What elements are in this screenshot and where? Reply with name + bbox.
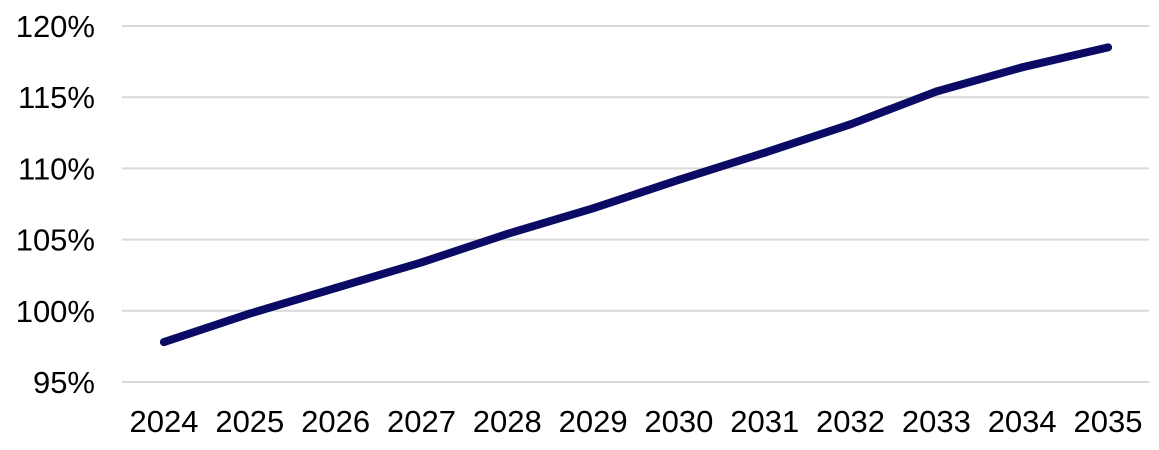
data-point-2028 — [503, 229, 512, 238]
data-point-2031 — [760, 148, 769, 157]
x-tick-label: 2033 — [902, 404, 971, 439]
y-tick-label: 100% — [16, 294, 95, 329]
gridlines — [122, 25, 1149, 383]
x-tick-label: 2034 — [988, 404, 1057, 439]
x-tick-label: 2025 — [215, 404, 284, 439]
x-tick-label: 2032 — [816, 404, 885, 439]
x-tick-label: 2028 — [473, 404, 542, 439]
data-point-2029 — [589, 204, 598, 213]
y-tick-label: 105% — [16, 223, 95, 258]
data-point-2026 — [331, 284, 340, 293]
series-line-0 — [160, 43, 1112, 347]
x-tick-label: 2030 — [644, 404, 713, 439]
data-point-2034 — [1018, 63, 1027, 72]
x-axis-tick-labels: 2024 2025 2026 2027 2028 2029 2030 2031 2032 2033… — [130, 404, 1143, 439]
x-tick-label: 2031 — [730, 404, 799, 439]
y-tick-label: 110% — [18, 151, 95, 186]
data-point-2025 — [245, 309, 254, 318]
data-point-2035 — [1104, 43, 1112, 52]
x-tick-label: 2029 — [559, 404, 628, 439]
x-tick-label: 2035 — [1074, 404, 1143, 439]
series-layer — [160, 43, 1112, 347]
x-tick-label: 2027 — [387, 404, 456, 439]
y-tick-label: 115% — [18, 80, 95, 115]
data-point-2024 — [160, 338, 168, 347]
y-axis-tick-labels: 95% 100% 105% 110% 115% 120% — [16, 9, 95, 400]
y-tick-label: 120% — [16, 9, 95, 44]
x-tick-label: 2026 — [301, 404, 370, 439]
data-point-2032 — [846, 120, 855, 129]
data-point-2027 — [417, 258, 426, 267]
data-point-2033 — [932, 87, 941, 96]
data-point-2030 — [674, 175, 683, 184]
x-tick-label: 2024 — [130, 404, 199, 439]
y-tick-label: 95% — [33, 365, 95, 400]
